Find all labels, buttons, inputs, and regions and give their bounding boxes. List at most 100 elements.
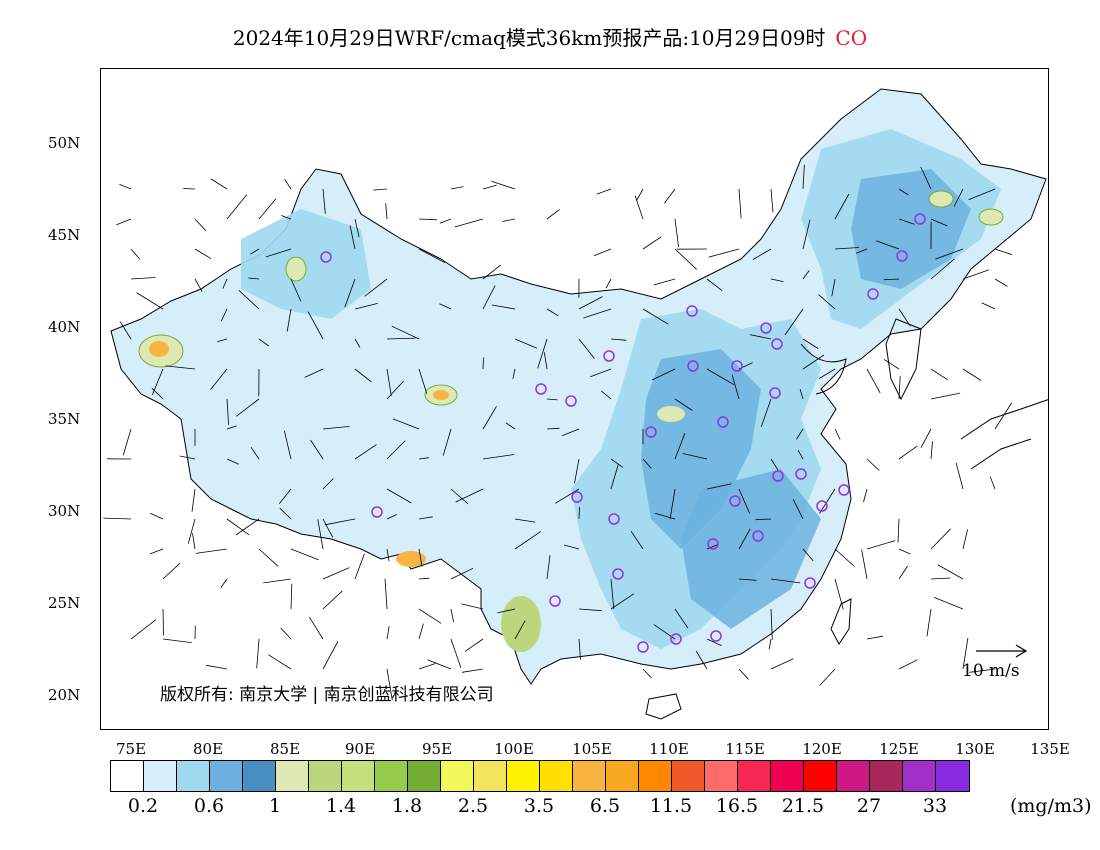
colorbar-swatch bbox=[309, 761, 342, 791]
colorbar-tick-label: 27 bbox=[856, 795, 882, 817]
hotspot-yunnan bbox=[501, 596, 541, 652]
wind-arrow bbox=[482, 285, 496, 310]
wind-arrow bbox=[784, 308, 804, 336]
wind-arrow bbox=[738, 488, 750, 514]
wind-arrow bbox=[546, 398, 558, 401]
monitoring-station-marker bbox=[729, 495, 741, 507]
wind-arrow bbox=[162, 608, 164, 636]
wind-arrow bbox=[258, 198, 277, 220]
wind-arrow bbox=[283, 430, 292, 460]
lat-label-35n: 35N bbox=[48, 410, 81, 428]
wind-arrow bbox=[546, 427, 560, 430]
wind-arrow bbox=[770, 578, 801, 584]
wind-arrow bbox=[796, 428, 804, 440]
lat-label-45n: 45N bbox=[48, 226, 81, 244]
wind-arrow bbox=[651, 368, 676, 381]
wind-arrow bbox=[653, 278, 676, 286]
wind-arrow bbox=[364, 278, 388, 297]
wind-arrow bbox=[505, 422, 516, 430]
wind-arrow bbox=[210, 368, 228, 390]
wind-arrow bbox=[386, 514, 397, 520]
wind-arrow bbox=[130, 277, 156, 280]
wind-arrow bbox=[898, 565, 908, 580]
wind-arrow bbox=[130, 248, 141, 260]
wind-arrow bbox=[537, 338, 548, 369]
wind-arrow bbox=[442, 428, 452, 456]
wind-arrow bbox=[898, 308, 911, 327]
wind-arrow bbox=[119, 321, 132, 340]
wind-arrow bbox=[578, 506, 580, 520]
wind-arrow bbox=[151, 387, 164, 400]
wind-arrow bbox=[418, 663, 436, 670]
wind-arrow bbox=[278, 488, 292, 505]
hotspot-northeast bbox=[928, 190, 954, 208]
wind-arrow bbox=[310, 439, 324, 460]
title-text: 2024年10月29日WRF/cmaq模式36km预报产品:10月29日09时 bbox=[232, 26, 826, 50]
monitoring-station-marker bbox=[371, 506, 383, 518]
wind-arrow bbox=[386, 668, 393, 701]
wind-arrow bbox=[226, 458, 239, 465]
wind-arrow bbox=[962, 638, 969, 670]
wind-arrow bbox=[926, 608, 932, 637]
monitoring-station-marker bbox=[687, 360, 699, 372]
wind-arrow bbox=[162, 562, 181, 580]
wind-arrow bbox=[610, 338, 627, 341]
monitoring-station-marker bbox=[838, 484, 850, 496]
lon-label-125e: 125E bbox=[879, 740, 919, 758]
colorbar-tick-label: 1 bbox=[268, 795, 282, 817]
wind-arrow bbox=[324, 518, 356, 526]
concentration-band-3 bbox=[241, 209, 371, 319]
lat-label-40n: 40N bbox=[48, 318, 81, 336]
wind-arrow bbox=[265, 248, 292, 258]
wind-arrow bbox=[514, 620, 526, 640]
wind-arrow bbox=[834, 247, 859, 250]
lon-label-105e: 105E bbox=[572, 740, 612, 758]
monitoring-station-marker bbox=[867, 288, 879, 300]
lon-label-120e: 120E bbox=[802, 740, 842, 758]
wind-arrow bbox=[674, 608, 689, 629]
wind-arrow bbox=[187, 518, 196, 544]
wind-arrow bbox=[497, 608, 516, 614]
wind-arrow bbox=[897, 518, 900, 543]
monitoring-station-marker bbox=[535, 383, 547, 395]
colorbar-swatch bbox=[771, 761, 804, 791]
wind-arrow bbox=[935, 248, 964, 260]
wind-arrow bbox=[674, 398, 693, 411]
monitoring-station-marker bbox=[637, 641, 649, 653]
wind-arrow bbox=[502, 218, 516, 222]
wind-arrow bbox=[103, 517, 132, 520]
wind-arrow bbox=[760, 398, 772, 427]
wind-arrow bbox=[642, 236, 662, 250]
lat-label-25n: 25N bbox=[48, 594, 81, 612]
wind-arrow bbox=[797, 450, 804, 460]
wind-arrow bbox=[605, 278, 612, 289]
wind-arrow bbox=[373, 188, 388, 191]
wind-arrow bbox=[236, 398, 260, 417]
wind-arrow bbox=[439, 303, 452, 310]
wind-arrow bbox=[706, 278, 723, 291]
wind-arrow bbox=[802, 354, 825, 370]
lon-label-115e: 115E bbox=[725, 740, 765, 758]
wind-arrow bbox=[258, 548, 279, 567]
wind-arrow bbox=[738, 528, 751, 550]
wind-arrow bbox=[669, 488, 676, 520]
colorbar-swatch bbox=[276, 761, 309, 791]
monitoring-station-marker bbox=[816, 500, 828, 512]
wind-arrow bbox=[165, 365, 196, 370]
wind-arrow bbox=[953, 188, 964, 207]
wind-arrow bbox=[930, 218, 948, 227]
wind-arrow bbox=[179, 455, 196, 460]
wind-arrow bbox=[317, 519, 324, 550]
wind-arrow bbox=[455, 488, 484, 503]
colorbar-swatch bbox=[177, 761, 210, 791]
wind-arrow bbox=[994, 248, 1013, 256]
colorbar-swatch bbox=[903, 761, 936, 791]
wind-arrow bbox=[770, 658, 794, 670]
wind-arrow bbox=[634, 195, 644, 220]
wind-arrow bbox=[183, 188, 196, 190]
wind-arrow bbox=[664, 188, 676, 204]
wind-arrow bbox=[861, 549, 868, 580]
wind-arrow bbox=[322, 518, 334, 538]
wind-arrow bbox=[482, 184, 497, 190]
colorbar-swatch bbox=[573, 761, 606, 791]
